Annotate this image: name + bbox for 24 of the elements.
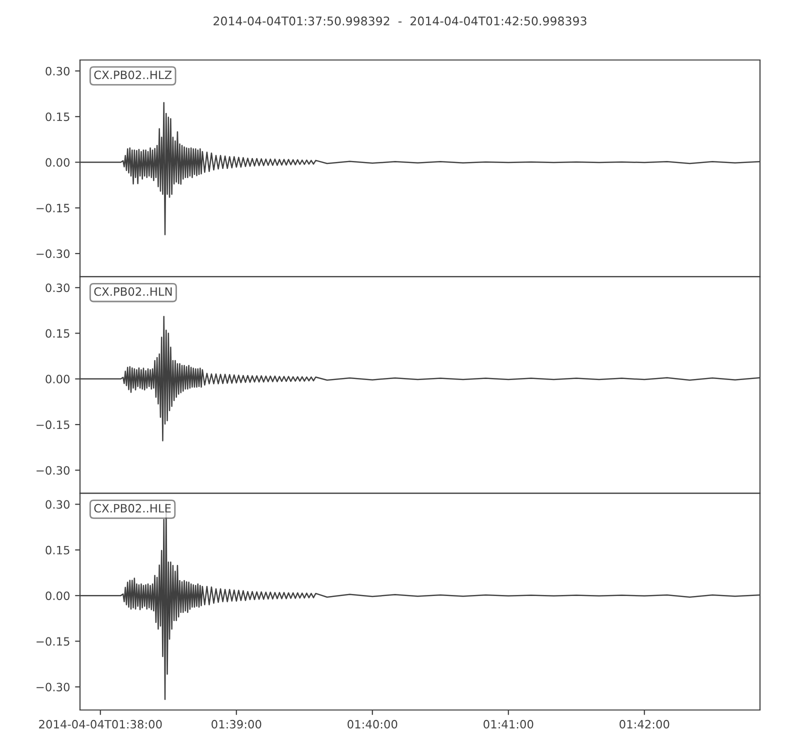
y-tick-label: 0.00 xyxy=(46,374,70,384)
y-tick-label: −0.30 xyxy=(36,249,70,258)
chart-title: 2014-04-04T01:37:50.998392 - 2014-04-04T01:42:50.998393 xyxy=(214,16,586,26)
y-tick-label: 0.00 xyxy=(46,158,70,167)
y-tick-label: −0.15 xyxy=(36,420,70,430)
annotation: CX.PB02..HLN xyxy=(94,287,172,296)
y-tick-label: 0.30 xyxy=(46,283,70,292)
y-tick-label: 0.00 xyxy=(46,591,70,600)
y-tick-label: 0.30 xyxy=(46,66,70,76)
x-tick-label: 01:42:00 xyxy=(620,720,670,729)
x-tick-label: 01:41:00 xyxy=(484,720,534,729)
x-tick-label: 01:40:00 xyxy=(348,720,398,729)
x-tick-label: 2014-04-04T01:38:00 xyxy=(39,720,162,729)
y-tick-label: 0.15 xyxy=(46,329,70,338)
y-tick-label: 0.30 xyxy=(46,500,70,509)
annotation: CX.PB02..HLE xyxy=(94,504,171,513)
y-tick-label: −0.30 xyxy=(36,466,70,475)
y-tick-label: −0.15 xyxy=(36,637,70,646)
y-tick-label: 0.15 xyxy=(46,546,70,554)
x-tick-label: 01:39:00 xyxy=(212,720,262,729)
y-tick-label: −0.15 xyxy=(36,204,70,212)
y-tick-label: −0.30 xyxy=(36,682,70,692)
annotation: CX.PB02..HLZ xyxy=(94,70,172,80)
y-tick-label: 0.15 xyxy=(46,112,70,122)
